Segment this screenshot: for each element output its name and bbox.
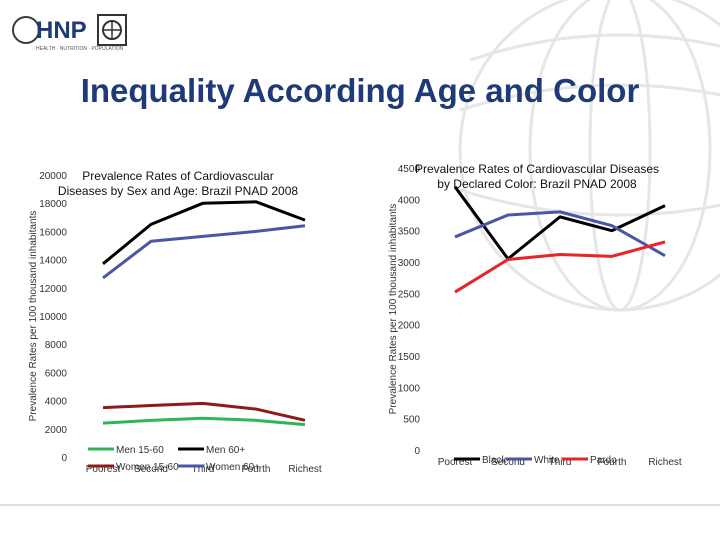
x-tick-label: Third <box>549 457 572 468</box>
page-title: Inequality According Age and Color <box>80 72 640 109</box>
y-tick-label: 1500 <box>398 352 421 363</box>
x-tick-label: Third <box>192 464 215 475</box>
series-line <box>454 240 666 294</box>
logo-text: HNP <box>36 17 87 44</box>
hnp-logo: HNP HEALTH · NUTRITION · POPULATION <box>6 6 136 54</box>
y-tick-label: 1000 <box>398 383 421 394</box>
y-tick-label: 2500 <box>398 289 421 300</box>
y-tick-label: 4000 <box>45 397 68 408</box>
legend-label: Men 60+ <box>206 445 245 456</box>
x-tick-label: Richest <box>288 464 322 475</box>
legend-label: Women 15-60 <box>116 462 179 473</box>
y-tick-label: 0 <box>414 446 420 457</box>
chart-title: Prevalence Rates of Cardiovascular <box>82 169 273 183</box>
y-tick-label: 500 <box>403 415 420 426</box>
legend-label: Pardo <box>590 455 617 466</box>
x-tick-label: Fourth <box>598 457 627 468</box>
y-tick-label: 3000 <box>398 258 421 269</box>
y-tick-label: 3500 <box>398 227 421 238</box>
x-tick-label: Second <box>134 464 168 475</box>
y-tick-label: 2000 <box>45 425 68 436</box>
x-tick-label: Richest <box>648 457 682 468</box>
y-tick-label: 2000 <box>398 321 421 332</box>
y-tick-label: 8000 <box>45 340 68 351</box>
chart-title: Prevalence Rates of Cardiovascular Disea… <box>415 162 659 176</box>
y-axis-label: Prevalence Rates per 100 thousand inhabi… <box>388 204 399 415</box>
y-tick-label: 20000 <box>39 171 67 182</box>
legend-label: Women 60+ <box>206 462 260 473</box>
y-tick-label: 10000 <box>39 312 67 323</box>
x-tick-label: Second <box>491 457 525 468</box>
x-tick-label: Poorest <box>438 457 473 468</box>
y-tick-label: 4500 <box>398 164 421 175</box>
y-tick-label: 14000 <box>39 256 67 267</box>
x-tick-label: Fourth <box>242 464 271 475</box>
y-tick-label: 16000 <box>39 227 67 238</box>
y-axis-label: Prevalence Rates per 100 thousand inhabi… <box>28 211 39 422</box>
y-tick-label: 6000 <box>45 368 68 379</box>
y-tick-label: 4000 <box>398 195 421 206</box>
logo-subtitle: HEALTH · NUTRITION · POPULATION <box>36 46 124 52</box>
legend-label: Black <box>482 455 507 466</box>
legend-label: White <box>534 455 560 466</box>
chart-title: Diseases by Sex and Age: Brazil PNAD 200… <box>58 184 298 198</box>
logo-emblem-icon <box>12 16 40 44</box>
y-tick-label: 0 <box>61 453 67 464</box>
chart-title: by Declared Color: Brazil PNAD 2008 <box>437 177 637 191</box>
y-tick-label: 18000 <box>39 199 67 210</box>
x-tick-label: Poorest <box>86 464 121 475</box>
legend-label: Men 15-60 <box>116 445 164 456</box>
y-tick-label: 12000 <box>39 284 67 295</box>
